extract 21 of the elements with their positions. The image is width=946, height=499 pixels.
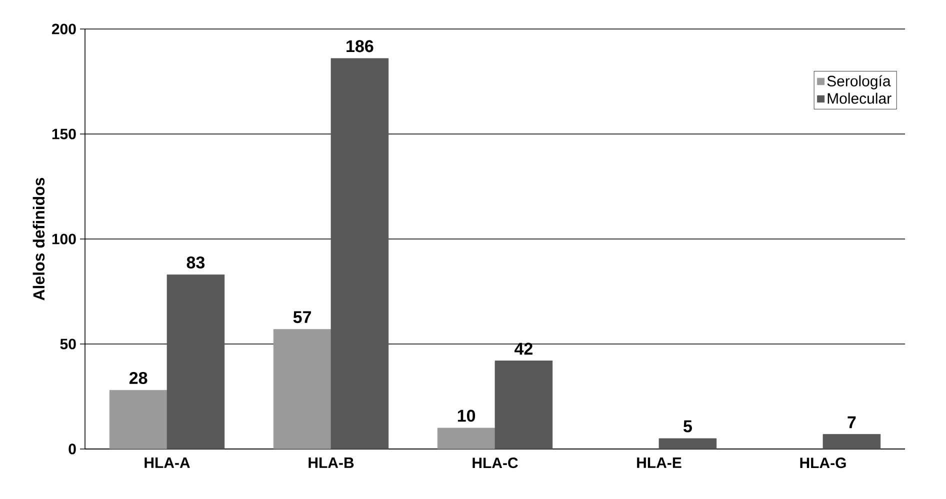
data-label: 7	[848, 416, 856, 428]
y-tick-label: 50	[60, 338, 76, 350]
data-label: 28	[129, 372, 148, 384]
legend-label: Serología	[827, 75, 891, 90]
x-tick-label: HLA-A	[144, 458, 190, 468]
x-tick-label: HLA-B	[308, 458, 354, 468]
y-tick-label: 200	[52, 24, 76, 34]
y-tick-label: 0	[68, 444, 76, 454]
data-label: 186	[346, 40, 374, 52]
x-tick-label: HLA-G	[800, 458, 846, 468]
data-label: 83	[186, 256, 205, 268]
x-tick-label: HLA-E	[637, 458, 682, 468]
data-label: 5	[683, 420, 692, 432]
legend-label: Molecular	[828, 92, 892, 104]
data-label: 10	[458, 410, 476, 422]
data-label: 42	[514, 342, 532, 355]
y-tick-label: 150	[52, 128, 76, 140]
x-tick-label: HLA-C	[472, 458, 518, 468]
y-tick-label: 100	[52, 234, 76, 244]
y-axis-title: Alelos definidos	[32, 178, 45, 300]
data-label: 57	[293, 311, 312, 324]
